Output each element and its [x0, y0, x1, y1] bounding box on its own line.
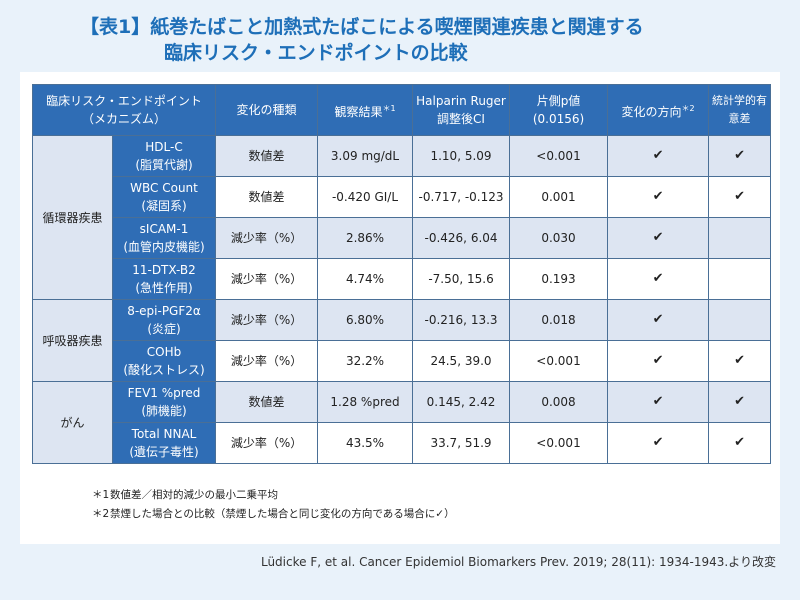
table-row: 11-DTX-B2 (急性作用) 減少率（%） 4.74% -7.50, 15.6… [33, 258, 772, 300]
change-type-cell: 数値差 [215, 381, 319, 423]
footnote-1: ＊1数値差／相対的減少の最小二乗平均 [92, 489, 278, 501]
category-cardiovascular: 循環器疾患 [32, 135, 113, 300]
observed-cell: 6.80% [317, 299, 414, 341]
table-row: COHb (酸化ストレス) 減少率（%） 32.2% 24.5, 39.0 <0.… [33, 340, 772, 382]
p-value-cell: <0.001 [509, 422, 609, 464]
ci-cell: -0.216, 13.3 [412, 299, 511, 341]
p-value-cell: <0.001 [509, 135, 609, 177]
table-header-row: 臨床リスク・エンドポイント （メカニズム） 変化の種類 観察結果＊1 Halpa… [31, 84, 772, 136]
ci-cell: -0.717, -0.123 [412, 176, 511, 218]
direction-check-icon: ✔ [607, 422, 710, 464]
p-value-cell: <0.001 [509, 340, 609, 382]
direction-check-icon: ✔ [607, 217, 710, 259]
change-type-cell: 減少率（%） [215, 299, 319, 341]
table-row: 呼吸器疾患 8-epi-PGF2α (炎症) 減少率（%） 6.80% -0.21… [32, 299, 772, 382]
observed-cell: 4.74% [317, 258, 414, 300]
p-value-cell: 0.001 [509, 176, 609, 218]
direction-check-icon: ✔ [607, 340, 710, 382]
change-type-cell: 減少率（%） [215, 340, 319, 382]
change-type-cell: 減少率（%） [215, 217, 319, 259]
direction-check-icon: ✔ [607, 258, 710, 300]
table-row: sICAM-1 (血管内皮機能) 減少率（%） 2.86% -0.426, 6.0… [33, 217, 772, 259]
footnote-2: ＊2禁煙した場合との比較（禁煙した場合と同じ変化の方向である場合に✓） [92, 508, 455, 520]
category-cancer: がん [32, 381, 113, 464]
header-halparin-ci: Halparin Ruger 調整後CI [412, 84, 511, 136]
endpoint-cell: FEV1 %pred (肺機能) [111, 381, 217, 423]
header-endpoint: 臨床リスク・エンドポイント （メカニズム） [31, 84, 217, 136]
table-row: 循環器疾患 HDL-C (脂質代謝) 数値差 3.09 mg/dL 1.10, 5… [32, 135, 772, 300]
p-value-cell: 0.008 [509, 381, 609, 423]
observed-cell: 43.5% [317, 422, 414, 464]
title-line-2: 臨床リスク・エンドポイントの比較 [164, 42, 468, 64]
ci-cell: 1.10, 5.09 [412, 135, 511, 177]
header-change-type: 変化の種類 [215, 84, 319, 136]
title-line-1: 【表1】紙巻たばこと加熱式たばこによる喫煙関連疾患と関連する [80, 16, 644, 38]
significance-check-icon: ✔ [708, 135, 772, 177]
direction-check-icon: ✔ [607, 135, 710, 177]
observed-cell: 3.09 mg/dL [317, 135, 414, 177]
header-direction: 変化の方向＊2 [607, 84, 710, 136]
table-row: Total NNAL (遺伝子毒性) 減少率（%） 43.5% 33.7, 51.… [33, 422, 772, 464]
endpoint-cell: 8-epi-PGF2α (炎症) [111, 299, 217, 341]
ci-cell: 24.5, 39.0 [412, 340, 511, 382]
footnote-mark-2: ＊2 [681, 103, 695, 113]
direction-check-icon: ✔ [607, 381, 710, 423]
ci-cell: -7.50, 15.6 [412, 258, 511, 300]
significance-check-icon: ✔ [708, 381, 772, 423]
ci-cell: -0.426, 6.04 [412, 217, 511, 259]
observed-cell: -0.420 GI/L [317, 176, 414, 218]
significance-check-icon: ✔ [708, 176, 772, 218]
change-type-cell: 減少率（%） [215, 258, 319, 300]
category-respiratory: 呼吸器疾患 [32, 299, 113, 382]
observed-cell: 32.2% [317, 340, 414, 382]
p-value-cell: 0.030 [509, 217, 609, 259]
observed-cell: 1.28 %pred [317, 381, 414, 423]
significance-check-icon [708, 217, 772, 259]
footnote-mark-1: ＊1 [382, 103, 396, 113]
endpoint-cell: HDL-C (脂質代謝) [111, 135, 217, 177]
endpoint-cell: 11-DTX-B2 (急性作用) [111, 258, 217, 300]
significance-check-icon [708, 258, 772, 300]
source-citation: Lüdicke F, et al. Cancer Epidemiol Bioma… [260, 555, 776, 569]
observed-cell: 2.86% [317, 217, 414, 259]
page-title: 【表1】紙巻たばこと加熱式たばこによる喫煙関連疾患と関連する 臨床リスク・エンド… [80, 14, 770, 66]
ci-cell: 0.145, 2.42 [412, 381, 511, 423]
significance-check-icon [708, 299, 772, 341]
ci-cell: 33.7, 51.9 [412, 422, 511, 464]
endpoint-cell: sICAM-1 (血管内皮機能) [111, 217, 217, 259]
comparison-table: 臨床リスク・エンドポイント （メカニズム） 変化の種類 観察結果＊1 Halpa… [31, 84, 772, 464]
change-type-cell: 数値差 [215, 176, 319, 218]
header-observed: 観察結果＊1 [317, 84, 414, 136]
change-type-cell: 減少率（%） [215, 422, 319, 464]
direction-check-icon: ✔ [607, 176, 710, 218]
table-panel: 臨床リスク・エンドポイント （メカニズム） 変化の種類 観察結果＊1 Halpa… [20, 72, 780, 544]
change-type-cell: 数値差 [215, 135, 319, 177]
endpoint-cell: Total NNAL (遺伝子毒性) [111, 422, 217, 464]
table-row: がん FEV1 %pred (肺機能) 数値差 1.28 %pred 0.145,… [32, 381, 772, 464]
significance-check-icon: ✔ [708, 422, 772, 464]
endpoint-cell: WBC Count (凝固系) [111, 176, 217, 218]
direction-check-icon: ✔ [607, 299, 710, 341]
header-p-value: 片側p値 (0.0156) [509, 84, 609, 136]
p-value-cell: 0.018 [509, 299, 609, 341]
endpoint-cell: COHb (酸化ストレス) [111, 340, 217, 382]
footnotes: ＊1数値差／相対的減少の最小二乗平均 ＊2禁煙した場合との比較（禁煙した場合と同… [92, 486, 455, 524]
header-significance: 統計学的有意差 [708, 84, 772, 136]
table-row: WBC Count (凝固系) 数値差 -0.420 GI/L -0.717, -… [33, 176, 772, 218]
significance-check-icon: ✔ [708, 340, 772, 382]
p-value-cell: 0.193 [509, 258, 609, 300]
